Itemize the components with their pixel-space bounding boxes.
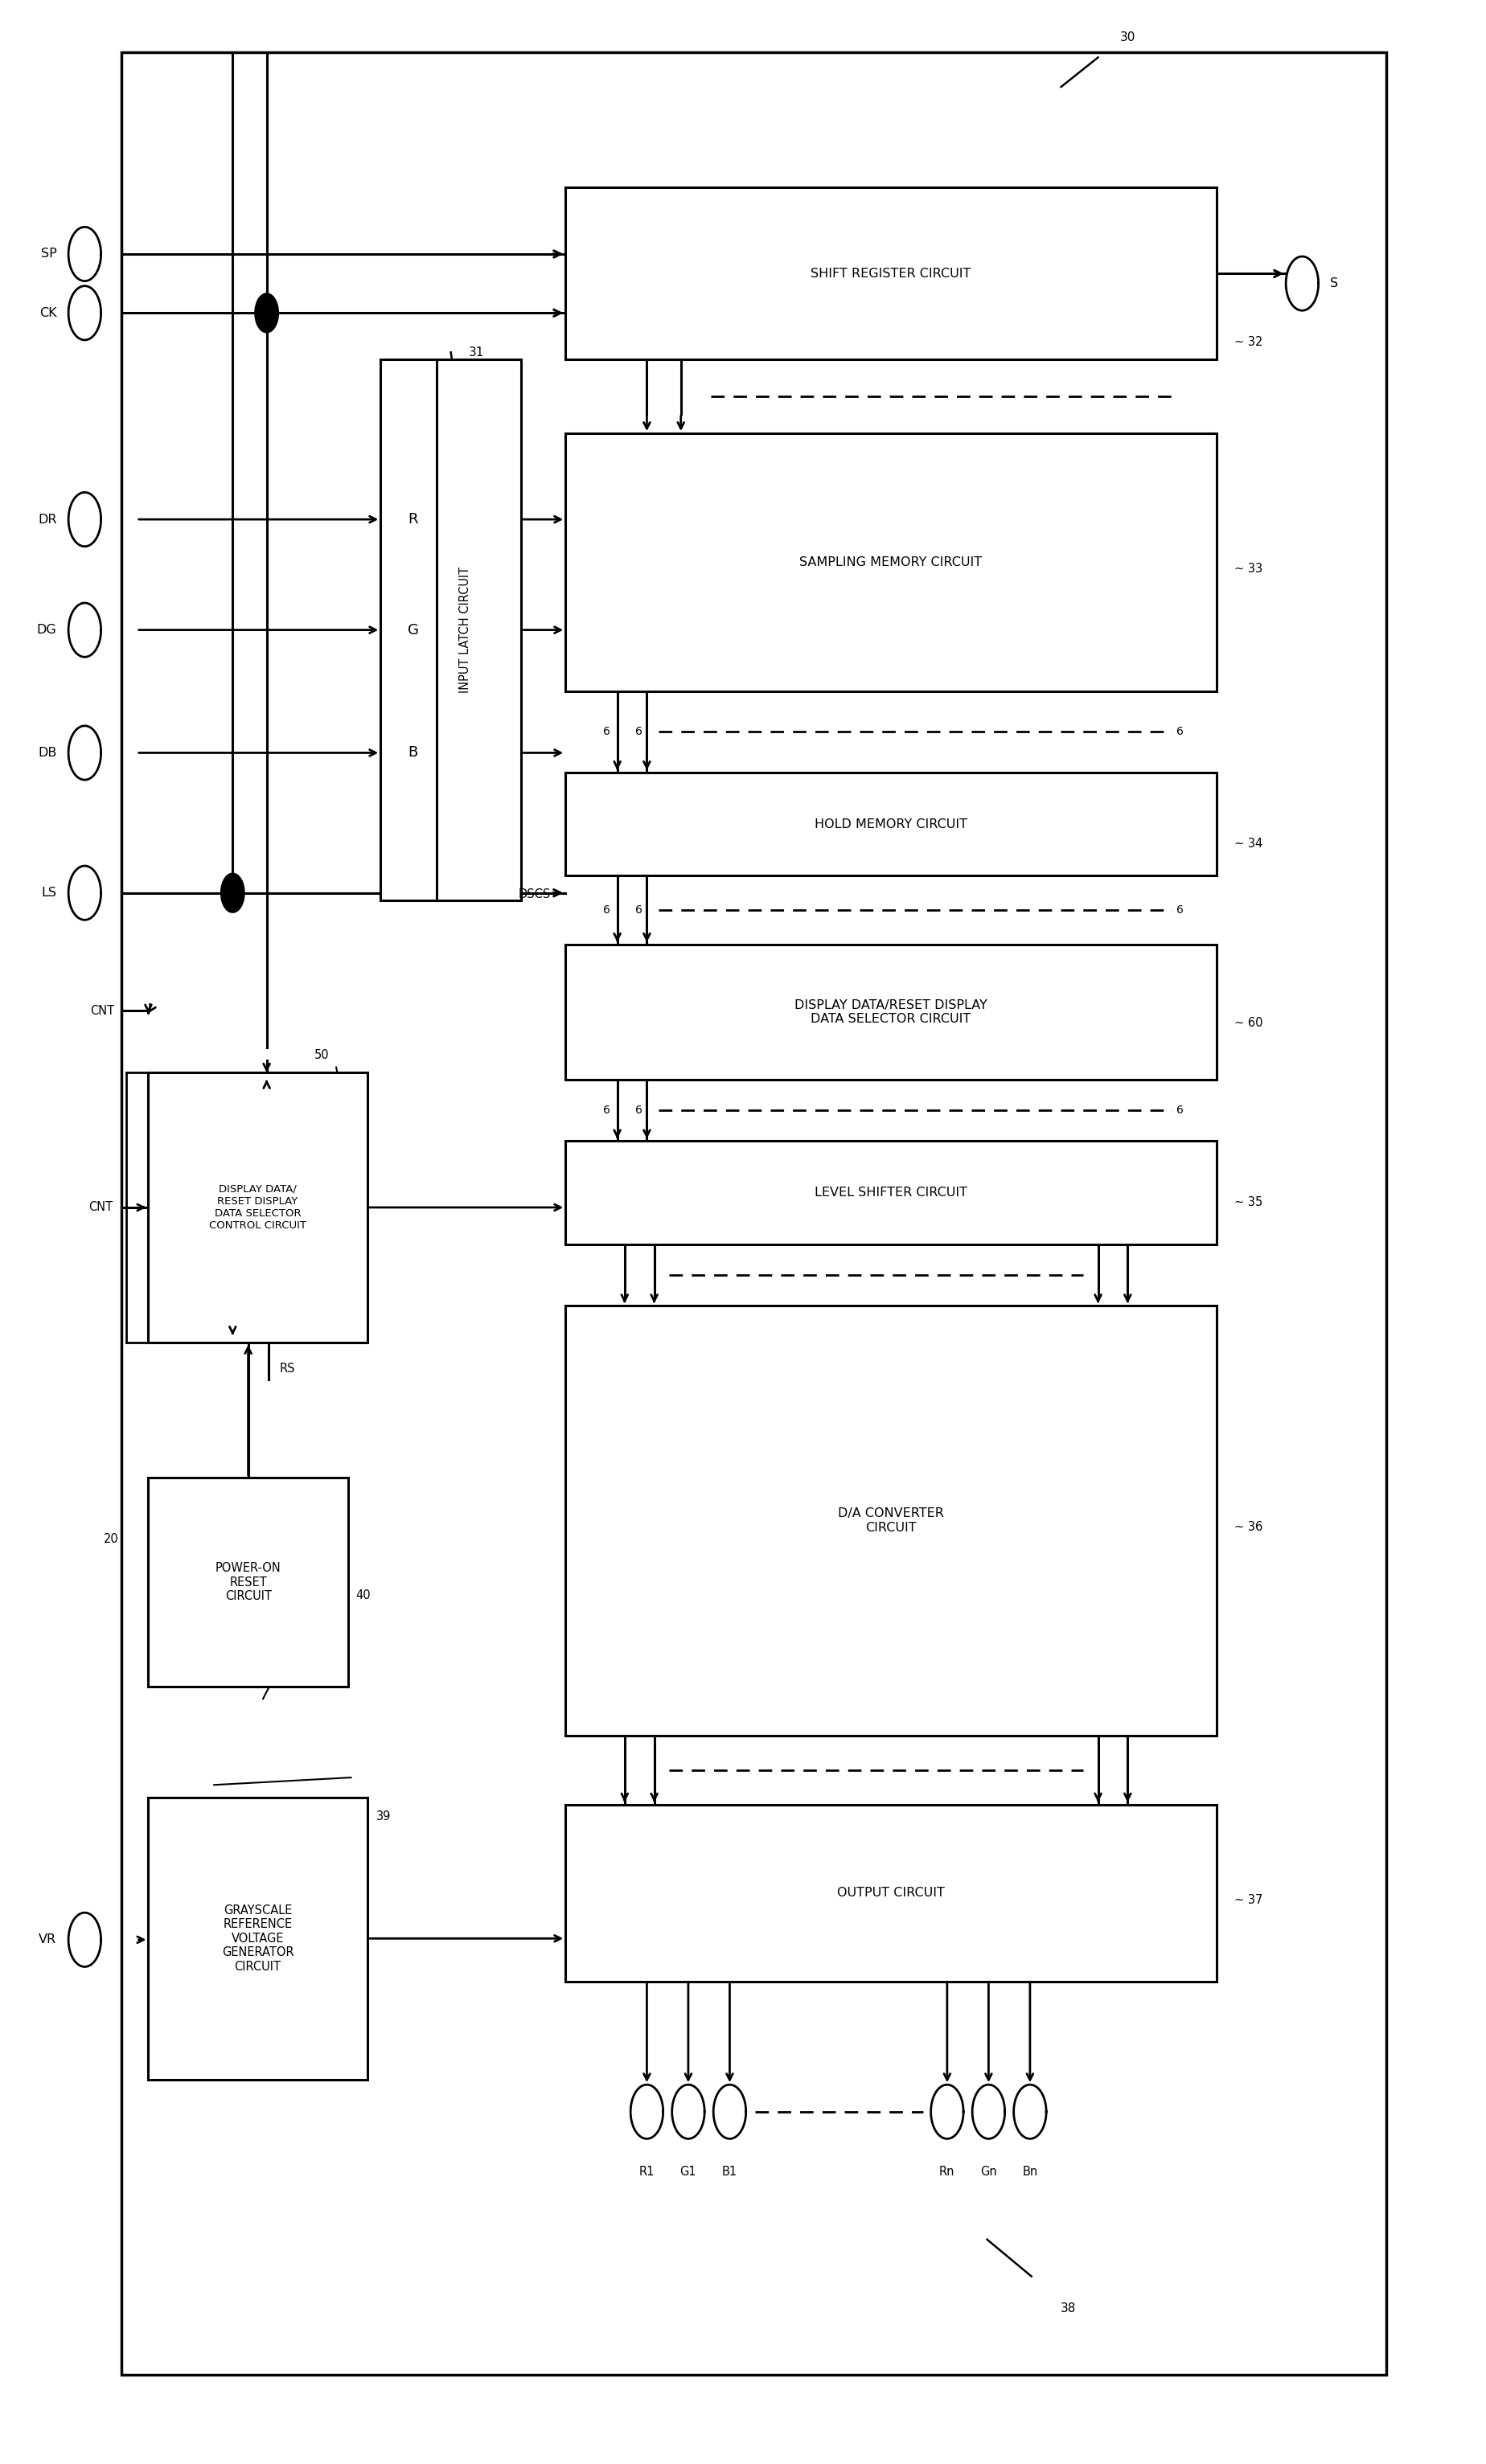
- Polygon shape: [254, 293, 278, 333]
- Text: 6: 6: [1177, 727, 1183, 737]
- Polygon shape: [68, 604, 101, 658]
- Text: DISPLAY DATA/RESET DISPLAY
DATA SELECTOR CIRCUIT: DISPLAY DATA/RESET DISPLAY DATA SELECTOR…: [795, 998, 987, 1025]
- Text: ∼ 34: ∼ 34: [1235, 838, 1263, 850]
- Text: RS: RS: [279, 1363, 296, 1375]
- Text: OUTPUT CIRCUIT: OUTPUT CIRCUIT: [837, 1887, 945, 1900]
- Polygon shape: [68, 493, 101, 547]
- Text: VR: VR: [39, 1934, 56, 1947]
- Text: R1: R1: [639, 2166, 655, 2178]
- Polygon shape: [630, 2085, 663, 2139]
- Text: 6: 6: [1177, 904, 1183, 917]
- Text: 6: 6: [603, 904, 609, 917]
- Text: 40: 40: [355, 1589, 370, 1602]
- Text: CNT: CNT: [91, 1005, 114, 1018]
- Text: 39: 39: [376, 1811, 391, 1823]
- Text: SHIFT REGISTER CIRCUIT: SHIFT REGISTER CIRCUIT: [811, 269, 970, 281]
- Text: 6: 6: [636, 904, 642, 917]
- Polygon shape: [972, 2085, 1005, 2139]
- Text: 30: 30: [1120, 32, 1135, 44]
- Text: DG: DG: [37, 623, 56, 636]
- Text: DB: DB: [37, 747, 56, 759]
- FancyBboxPatch shape: [149, 1478, 348, 1685]
- Text: 31: 31: [470, 347, 484, 357]
- FancyBboxPatch shape: [380, 360, 522, 899]
- Text: G: G: [407, 623, 419, 638]
- Text: ∼ 37: ∼ 37: [1235, 1895, 1263, 1907]
- Text: ∼ 32: ∼ 32: [1235, 338, 1263, 347]
- Polygon shape: [713, 2085, 746, 2139]
- Text: ∼ 35: ∼ 35: [1235, 1198, 1263, 1207]
- Text: 6: 6: [603, 1104, 609, 1116]
- Text: 6: 6: [636, 727, 642, 737]
- Polygon shape: [68, 727, 101, 779]
- Text: R: R: [409, 513, 418, 527]
- FancyBboxPatch shape: [149, 1796, 367, 2080]
- FancyBboxPatch shape: [122, 52, 1386, 2375]
- Text: 50: 50: [314, 1050, 328, 1062]
- Text: ∼ 60: ∼ 60: [1235, 1018, 1263, 1030]
- Text: SP: SP: [40, 249, 56, 261]
- Text: LEVEL SHIFTER CIRCUIT: LEVEL SHIFTER CIRCUIT: [814, 1188, 967, 1198]
- Polygon shape: [930, 2085, 963, 2139]
- Text: HOLD MEMORY CIRCUIT: HOLD MEMORY CIRCUIT: [814, 818, 967, 830]
- Text: ∼ 33: ∼ 33: [1235, 562, 1263, 574]
- Text: INPUT LATCH CIRCUIT: INPUT LATCH CIRCUIT: [459, 567, 471, 692]
- Text: POWER-ON
RESET
CIRCUIT: POWER-ON RESET CIRCUIT: [215, 1562, 281, 1602]
- Text: B1: B1: [722, 2166, 737, 2178]
- Polygon shape: [68, 286, 101, 340]
- Text: 6: 6: [1177, 1104, 1183, 1116]
- Text: SAMPLING MEMORY CIRCUIT: SAMPLING MEMORY CIRCUIT: [799, 557, 982, 569]
- Polygon shape: [68, 227, 101, 281]
- Text: DSCS: DSCS: [519, 887, 551, 899]
- Polygon shape: [672, 2085, 704, 2139]
- Text: 20: 20: [104, 1533, 119, 1545]
- Polygon shape: [1285, 256, 1318, 310]
- Text: 38: 38: [1061, 2301, 1076, 2314]
- FancyBboxPatch shape: [566, 774, 1217, 875]
- Text: S: S: [1330, 278, 1339, 288]
- FancyBboxPatch shape: [566, 187, 1217, 360]
- Text: Gn: Gn: [981, 2166, 997, 2178]
- FancyBboxPatch shape: [566, 434, 1217, 692]
- Polygon shape: [1013, 2085, 1046, 2139]
- Text: Bn: Bn: [1022, 2166, 1037, 2178]
- Text: B: B: [409, 747, 418, 759]
- Text: G1: G1: [681, 2166, 697, 2178]
- FancyBboxPatch shape: [566, 944, 1217, 1079]
- Text: DISPLAY DATA/
RESET DISPLAY
DATA SELECTOR
CONTROL CIRCUIT: DISPLAY DATA/ RESET DISPLAY DATA SELECTO…: [210, 1185, 306, 1230]
- FancyBboxPatch shape: [566, 1141, 1217, 1244]
- Text: DR: DR: [37, 513, 56, 525]
- Polygon shape: [221, 872, 245, 912]
- Text: LS: LS: [42, 887, 56, 899]
- Text: D/A CONVERTER
CIRCUIT: D/A CONVERTER CIRCUIT: [838, 1508, 944, 1533]
- Text: CNT: CNT: [89, 1202, 113, 1212]
- FancyBboxPatch shape: [566, 1804, 1217, 1981]
- Text: 6: 6: [603, 727, 609, 737]
- Polygon shape: [68, 865, 101, 919]
- FancyBboxPatch shape: [566, 1306, 1217, 1735]
- Text: 6: 6: [636, 1104, 642, 1116]
- Text: Rn: Rn: [939, 2166, 955, 2178]
- Polygon shape: [68, 1912, 101, 1966]
- Text: ∼ 36: ∼ 36: [1235, 1520, 1263, 1533]
- Text: CK: CK: [39, 308, 56, 318]
- Text: GRAYSCALE
REFERENCE
VOLTAGE
GENERATOR
CIRCUIT: GRAYSCALE REFERENCE VOLTAGE GENERATOR CI…: [221, 1905, 294, 1974]
- FancyBboxPatch shape: [149, 1072, 367, 1343]
